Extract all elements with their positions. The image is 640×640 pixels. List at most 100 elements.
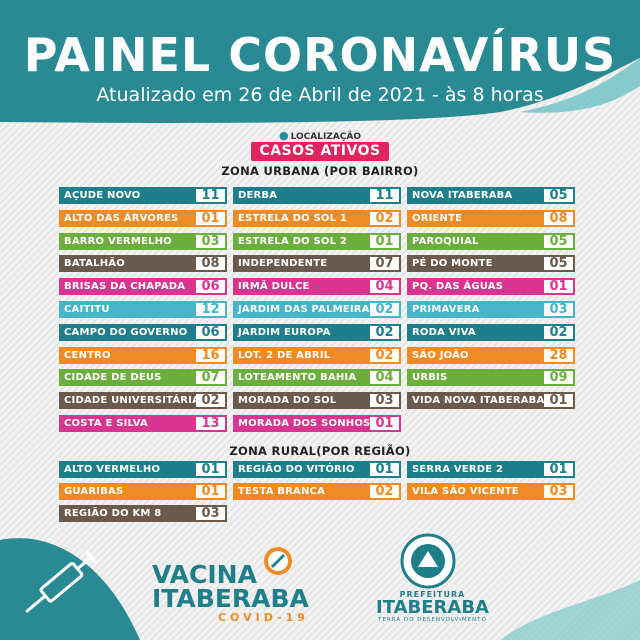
page-title: PAINEL CORONAVÍRUS <box>23 28 617 82</box>
syringe-icon <box>25 550 98 614</box>
table-row: CIDADE DE DEUS 07 <box>59 369 227 387</box>
table-row: JARDIM DAS PALMEIRAS 02 <box>233 301 401 318</box>
row-count: 09 <box>544 370 573 385</box>
table-row: GUARIBAS 01 <box>59 483 227 500</box>
row-count: 01 <box>370 416 399 431</box>
row-name: CENTRO <box>64 349 111 361</box>
vacina-logo: VACINA ITABERABA COVID-19 <box>152 560 309 624</box>
row-count: 04 <box>370 370 399 385</box>
row-name: ESTRELA DO SOL 1 <box>238 212 347 224</box>
row-name: INDEPENDENTE <box>238 258 328 270</box>
row-name: LOTEAMENTO BAHIA <box>238 372 357 384</box>
row-count: 03 <box>196 506 225 521</box>
table-row: PQ. DAS ÁGUAS 01 <box>407 278 575 296</box>
table-row: PAROQUIAL 05 <box>407 232 575 250</box>
table-row: PÉ DO MONTE 05 <box>407 255 575 273</box>
row-count: 01 <box>544 393 573 408</box>
row-name: PAROQUIAL <box>412 235 479 247</box>
table-row: CENTRO 16 <box>59 346 227 364</box>
row-count: 02 <box>370 302 399 317</box>
table-row: TESTA BRANCA 02 <box>233 483 401 500</box>
row-count: 11 <box>370 188 399 203</box>
row-name: REGIÃO DO KM 8 <box>64 508 162 519</box>
table-row: NOVA ITABERABA 05 <box>407 187 575 204</box>
row-count: 06 <box>196 279 225 294</box>
city-seal-icon <box>400 533 456 589</box>
row-name: JARDIM EUROPA <box>238 326 331 338</box>
table-row: URBIS 09 <box>407 369 575 387</box>
table-row: INDEPENDENTE 07 <box>233 255 401 273</box>
row-name: ORIENTE <box>412 212 463 224</box>
location-label: ● LOCALIZAÇÃO <box>278 129 362 142</box>
row-name: CIDADE DE DEUS <box>64 372 162 384</box>
row-name: CIDADE UNIVERSITÁRIA <box>64 395 196 407</box>
row-name: CAITITU <box>64 304 110 315</box>
table-row: SÃO JOÃO 28 <box>407 346 575 364</box>
row-count: 03 <box>196 234 225 249</box>
table-row: BATALHÃO 08 <box>59 255 227 273</box>
footer-decoration <box>0 538 640 640</box>
row-name: IRMÃ DULCE <box>238 281 310 293</box>
table-row: REGIÃO DO KM 8 03 <box>59 505 227 522</box>
row-count: 13 <box>196 416 225 431</box>
row-count: 07 <box>370 256 399 271</box>
row-name: ESTRELA DO SOL 2 <box>238 235 347 247</box>
table-row: LOTEAMENTO BAHIA 04 <box>233 369 401 387</box>
table-row: ALTO VERMELHO 01 <box>59 461 227 478</box>
urban-zone-title: ZONA URBANA (POR BAIRRO) <box>221 164 419 178</box>
row-count: 08 <box>196 256 225 271</box>
vaccine-badge-icon <box>264 547 292 575</box>
table-row: VILA SÃO VICENTE 03 <box>407 483 575 500</box>
row-name: BARRO VERMELHO <box>64 235 172 247</box>
row-count: 01 <box>544 462 573 477</box>
table-row: BRISAS DA CHAPADA 06 <box>59 278 227 296</box>
row-name: REGIÃO DO VITÓRIO <box>238 464 355 475</box>
row-name: PÉ DO MONTE <box>412 258 493 270</box>
row-count: 01 <box>196 211 225 226</box>
row-count: 03 <box>544 484 573 499</box>
row-count: 07 <box>196 370 225 385</box>
row-count: 01 <box>196 462 225 477</box>
row-name: AÇUDE NOVO <box>64 190 141 201</box>
row-name: DERBA <box>238 190 278 201</box>
table-row: SERRA VERDE 2 01 <box>407 461 575 478</box>
row-count: 02 <box>196 393 225 408</box>
table-row: CAMPO DO GOVERNO 06 <box>59 323 227 341</box>
row-count: 12 <box>196 302 225 317</box>
table-row: PRIMAVERA 03 <box>407 301 575 318</box>
row-count: 28 <box>544 348 573 363</box>
table-row: COSTA E SILVA 13 <box>59 415 227 432</box>
row-count: 04 <box>370 279 399 294</box>
table-row: RODA VIVA 02 <box>407 323 575 341</box>
row-count: 02 <box>370 325 399 340</box>
row-count: 05 <box>544 188 573 203</box>
table-row: AÇUDE NOVO 11 <box>59 187 227 204</box>
row-count: 06 <box>196 325 225 340</box>
row-count: 08 <box>544 211 573 226</box>
table-row: MORADA DO SOL 03 <box>233 392 401 410</box>
row-name: BATALHÃO <box>64 258 125 270</box>
table-row: JARDIM EUROPA 02 <box>233 323 401 341</box>
row-name: MORADA DO SOL <box>238 395 337 407</box>
row-name: JARDIM DAS PALMEIRAS <box>238 304 370 315</box>
row-count: 01 <box>370 234 399 249</box>
table-row: ALTO DAS ÁRVORES 01 <box>59 209 227 227</box>
casos-ativos-badge: CASOS ATIVOS <box>251 142 389 161</box>
row-count: 01 <box>196 484 225 499</box>
row-count: 01 <box>370 462 399 477</box>
row-name: RODA VIVA <box>412 326 476 338</box>
location-pin-icon: ● <box>278 129 289 142</box>
row-name: GUARIBAS <box>64 486 124 497</box>
row-name: ALTO DAS ÁRVORES <box>64 212 179 224</box>
row-name: PQ. DAS ÁGUAS <box>412 281 504 293</box>
row-count: 02 <box>370 211 399 226</box>
row-name: TESTA BRANCA <box>238 486 326 497</box>
row-name: NOVA ITABERABA <box>412 190 513 201</box>
table-row: CAITITU 12 <box>59 301 227 318</box>
row-name: BRISAS DA CHAPADA <box>64 281 186 293</box>
row-name: CAMPO DO GOVERNO <box>64 326 188 338</box>
row-count: 02 <box>544 325 573 340</box>
row-name: SERRA VERDE 2 <box>412 464 504 475</box>
table-row: REGIÃO DO VITÓRIO 01 <box>233 461 401 478</box>
row-name: VIDA NOVA ITABERABA <box>412 395 544 407</box>
